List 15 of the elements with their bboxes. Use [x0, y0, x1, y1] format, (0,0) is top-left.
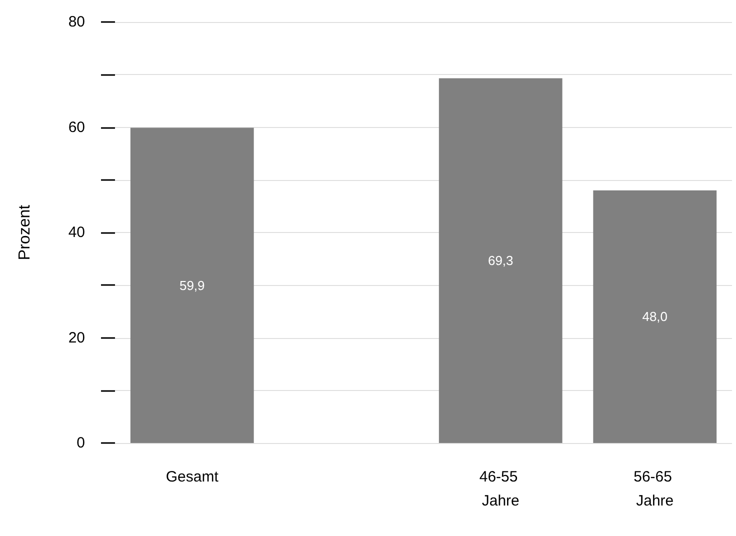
- data-label: 59,9: [179, 278, 205, 293]
- y-axis-title: Prozent: [16, 204, 34, 260]
- y-tick-label: 40: [68, 224, 85, 241]
- data-label: 69,3: [488, 253, 514, 268]
- x-tick-label: 46-55 Jahre: [479, 468, 522, 510]
- y-tick-label: 20: [68, 329, 85, 346]
- x-tick-label: Gesamt: [166, 468, 220, 486]
- y-tick-label: 80: [68, 14, 85, 30]
- bar: [438, 78, 562, 443]
- data-label: 48,0: [642, 309, 668, 324]
- bar: [130, 128, 254, 443]
- y-tick-label: 0: [76, 434, 85, 452]
- x-tick-label: 56-65 Jahre: [634, 468, 676, 510]
- bar: [593, 190, 717, 443]
- y-tick-label: 60: [68, 118, 85, 136]
